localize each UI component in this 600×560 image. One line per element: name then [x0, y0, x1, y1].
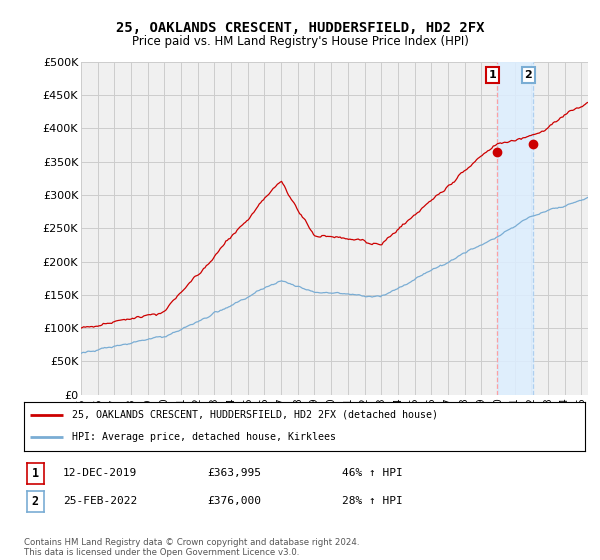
- Text: 1: 1: [488, 70, 496, 80]
- Text: HPI: Average price, detached house, Kirklees: HPI: Average price, detached house, Kirk…: [71, 432, 335, 442]
- Text: 25-FEB-2022: 25-FEB-2022: [63, 496, 137, 506]
- Text: 2: 2: [524, 70, 532, 80]
- Text: 28% ↑ HPI: 28% ↑ HPI: [342, 496, 403, 506]
- Text: £376,000: £376,000: [207, 496, 261, 506]
- Text: 1: 1: [32, 466, 39, 480]
- Bar: [497, 62, 533, 395]
- Text: Price paid vs. HM Land Registry's House Price Index (HPI): Price paid vs. HM Land Registry's House …: [131, 35, 469, 48]
- Text: £363,995: £363,995: [207, 468, 261, 478]
- Text: 25, OAKLANDS CRESCENT, HUDDERSFIELD, HD2 2FX: 25, OAKLANDS CRESCENT, HUDDERSFIELD, HD2…: [116, 21, 484, 35]
- Text: 12-DEC-2019: 12-DEC-2019: [63, 468, 137, 478]
- Text: Contains HM Land Registry data © Crown copyright and database right 2024.
This d: Contains HM Land Registry data © Crown c…: [24, 538, 359, 557]
- Text: 2: 2: [32, 494, 39, 508]
- Text: 25, OAKLANDS CRESCENT, HUDDERSFIELD, HD2 2FX (detached house): 25, OAKLANDS CRESCENT, HUDDERSFIELD, HD2…: [71, 410, 437, 420]
- Text: 46% ↑ HPI: 46% ↑ HPI: [342, 468, 403, 478]
